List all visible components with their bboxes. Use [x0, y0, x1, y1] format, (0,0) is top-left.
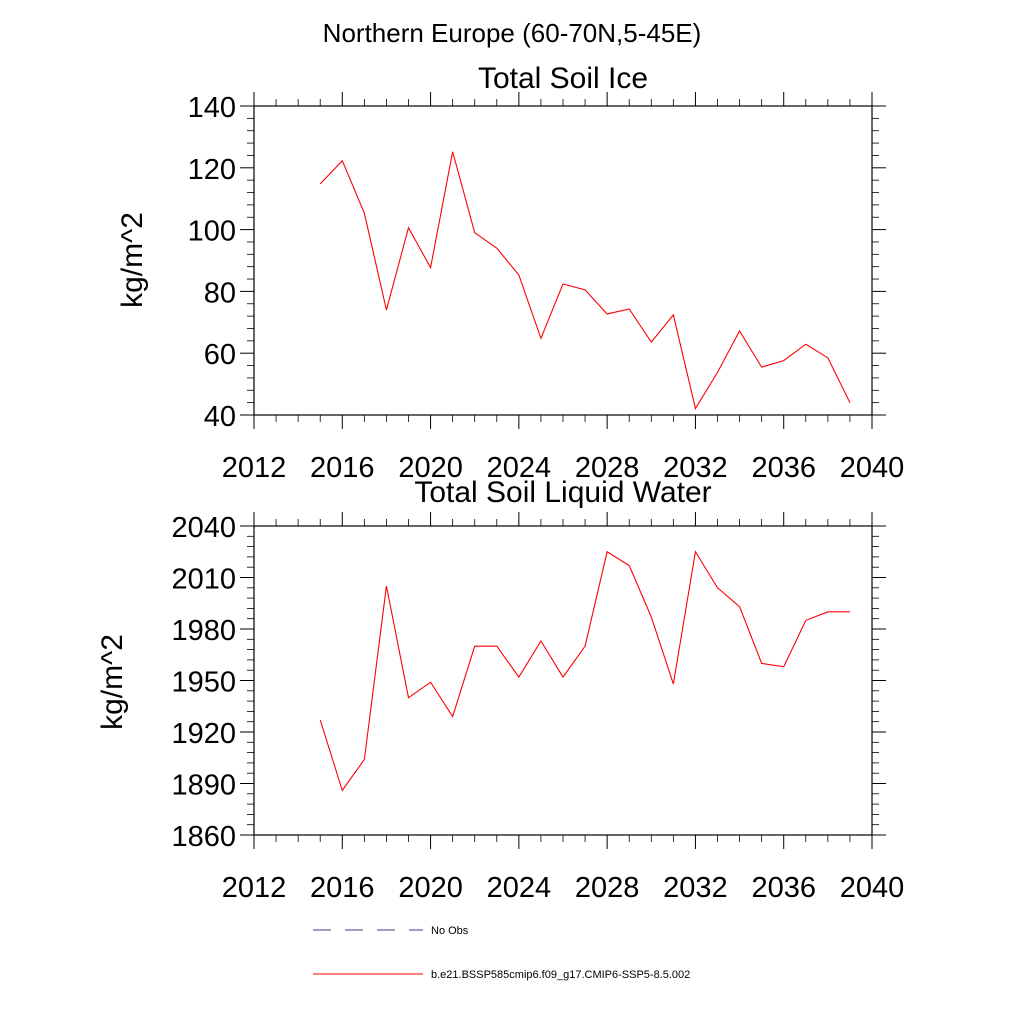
- x-tick-label: 2024: [487, 452, 552, 484]
- x-tick-label: 2028: [575, 872, 640, 904]
- plot-frame: [253, 105, 873, 416]
- chart-title: Total Soil Liquid Water: [414, 476, 711, 509]
- chart-title: Total Soil Ice: [478, 62, 648, 95]
- x-tick-label: 2028: [575, 452, 640, 484]
- y-tick-label: 1860: [171, 821, 236, 853]
- y-tick-label: 1950: [171, 667, 236, 699]
- x-tick-label: 2024: [487, 872, 552, 904]
- x-tick-label: 2040: [840, 872, 905, 904]
- axis-tick-labels: 2012 2016 2020 2024 2028 2032 2036 2040 1860 1890…: [171, 512, 904, 904]
- y-tick-label: 60: [204, 339, 236, 371]
- x-tick-label: 2020: [398, 872, 463, 904]
- x-tick-label: 2012: [222, 452, 287, 484]
- y-tick-label: 2010: [171, 564, 236, 596]
- axis-ticks: [240, 92, 886, 429]
- y-tick-label: 1980: [171, 615, 236, 647]
- x-tick-label: 2036: [751, 872, 816, 904]
- y-tick-label: 80: [204, 277, 236, 309]
- y-tick-label: 120: [188, 154, 236, 186]
- series-line: [319, 550, 850, 792]
- y-tick-label: 1920: [171, 718, 236, 750]
- y-axis-label: kg/m^2: [116, 212, 149, 308]
- x-tick-label: 2016: [310, 452, 375, 484]
- x-tick-label: 2012: [222, 872, 287, 904]
- x-tick-label: 2016: [310, 872, 375, 904]
- legend-label: b.e21.BSSP585cmip6.f09_g17.CMIP6-SSP5-8.…: [431, 969, 690, 981]
- chart-panel-soil-ice: Total Soil Ice kg/m^2 2012 2016 2020 2024 20…: [116, 62, 904, 484]
- y-tick-label: 1890: [171, 770, 236, 802]
- y-axis-label: kg/m^2: [96, 634, 129, 730]
- legend-label: No Obs: [431, 925, 469, 937]
- x-tick-label: 2032: [663, 452, 728, 484]
- x-tick-label: 2036: [751, 452, 816, 484]
- y-tick-label: 2040: [171, 512, 236, 544]
- y-tick-label: 40: [204, 401, 236, 433]
- x-tick-label: 2040: [840, 452, 905, 484]
- x-tick-label: 2020: [398, 452, 463, 484]
- series-line: [319, 151, 851, 410]
- y-tick-label: 140: [188, 92, 236, 124]
- plot-frame: [253, 525, 873, 836]
- legend: No Obs b.e21.BSSP585cmip6.f09_g17.CMIP6-…: [313, 925, 690, 981]
- data-series: [319, 550, 850, 792]
- axis-tick-labels: 2012 2016 2020 2024 2028 2032 2036 2040 40 60 80 10…: [188, 92, 905, 484]
- x-tick-label: 2032: [663, 872, 728, 904]
- y-tick-label: 100: [188, 216, 236, 248]
- chart-panel-soil-liquid-water: Total Soil Liquid Water kg/m^2 2012 2016 2…: [96, 476, 904, 904]
- axis-ticks: [240, 512, 886, 849]
- data-series: [319, 151, 851, 410]
- figure-title: Northern Europe (60-70N,5-45E): [323, 18, 702, 48]
